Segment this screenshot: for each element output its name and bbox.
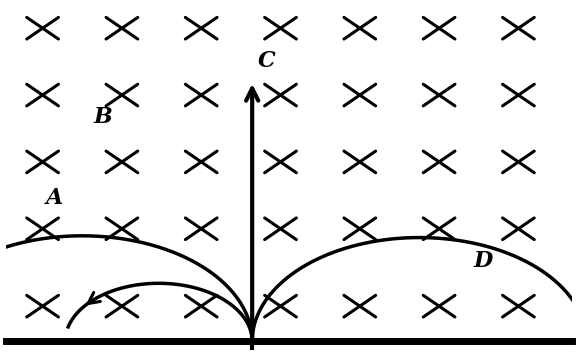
Text: B: B — [94, 106, 112, 128]
Text: D: D — [473, 251, 492, 272]
Text: A: A — [46, 187, 62, 209]
Text: C: C — [258, 50, 276, 72]
